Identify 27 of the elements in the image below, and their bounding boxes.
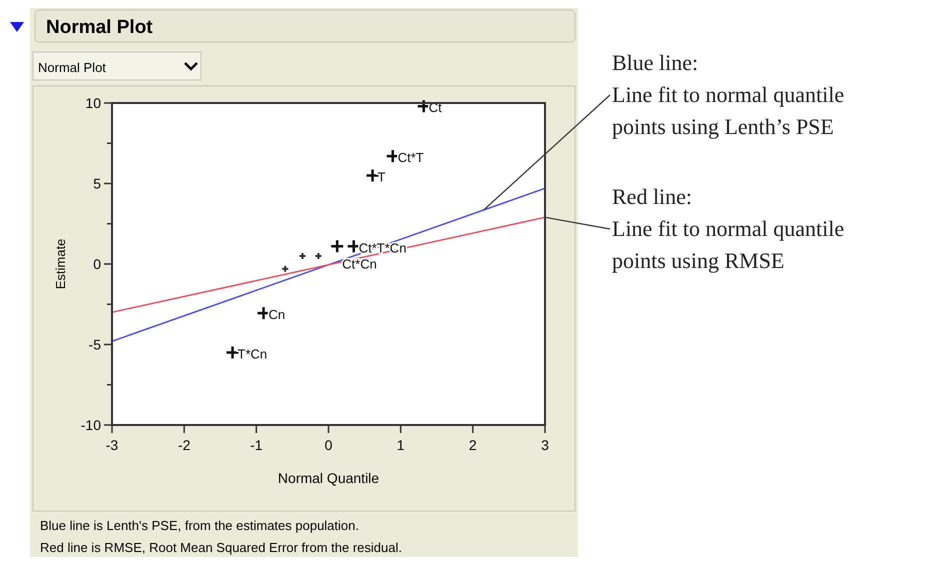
chart-subtitle: Normal Plot	[38, 60, 106, 75]
annotation: Blue line: Line fit to normal quantile points using Lenth’s PSE	[612, 50, 844, 139]
x-tick-label: 1	[396, 437, 405, 453]
chart-title: Normal Plot	[46, 17, 154, 38]
series-label: T*Cn	[238, 346, 268, 362]
series-label: Ct*Cn	[342, 256, 377, 272]
x-tick-label: 0	[324, 437, 333, 453]
x-axis-title: Normal Quantile	[278, 470, 380, 486]
y-axis-title: Estimate	[53, 238, 68, 290]
y-tick-label: 10	[85, 95, 102, 111]
y-tick-label: 0	[93, 256, 102, 272]
point	[281, 264, 290, 273]
x-tick-label: -3	[106, 437, 118, 453]
point	[330, 239, 344, 254]
x-tick-label: -1	[250, 437, 263, 453]
text: Red line is RMSE, Root Mean Squared Error from the residual.	[40, 540, 402, 555]
y-tick-label: 5	[93, 176, 102, 192]
x-tick-label: 2	[468, 437, 477, 453]
series-label: Ct*T	[398, 150, 424, 166]
x-tick-label: 3	[541, 437, 550, 453]
y-tick-label: -10	[80, 417, 102, 433]
text: Blue line is Lenth's PSE, from the estimates population.	[40, 518, 359, 533]
x-tick-label: -2	[178, 437, 191, 453]
y-tick-label: -5	[88, 336, 102, 352]
series-label: T	[378, 169, 386, 184]
text: Red line: Line fit to normal quantile points using RMSE	[612, 184, 844, 273]
series-label: Cn	[268, 307, 286, 322]
